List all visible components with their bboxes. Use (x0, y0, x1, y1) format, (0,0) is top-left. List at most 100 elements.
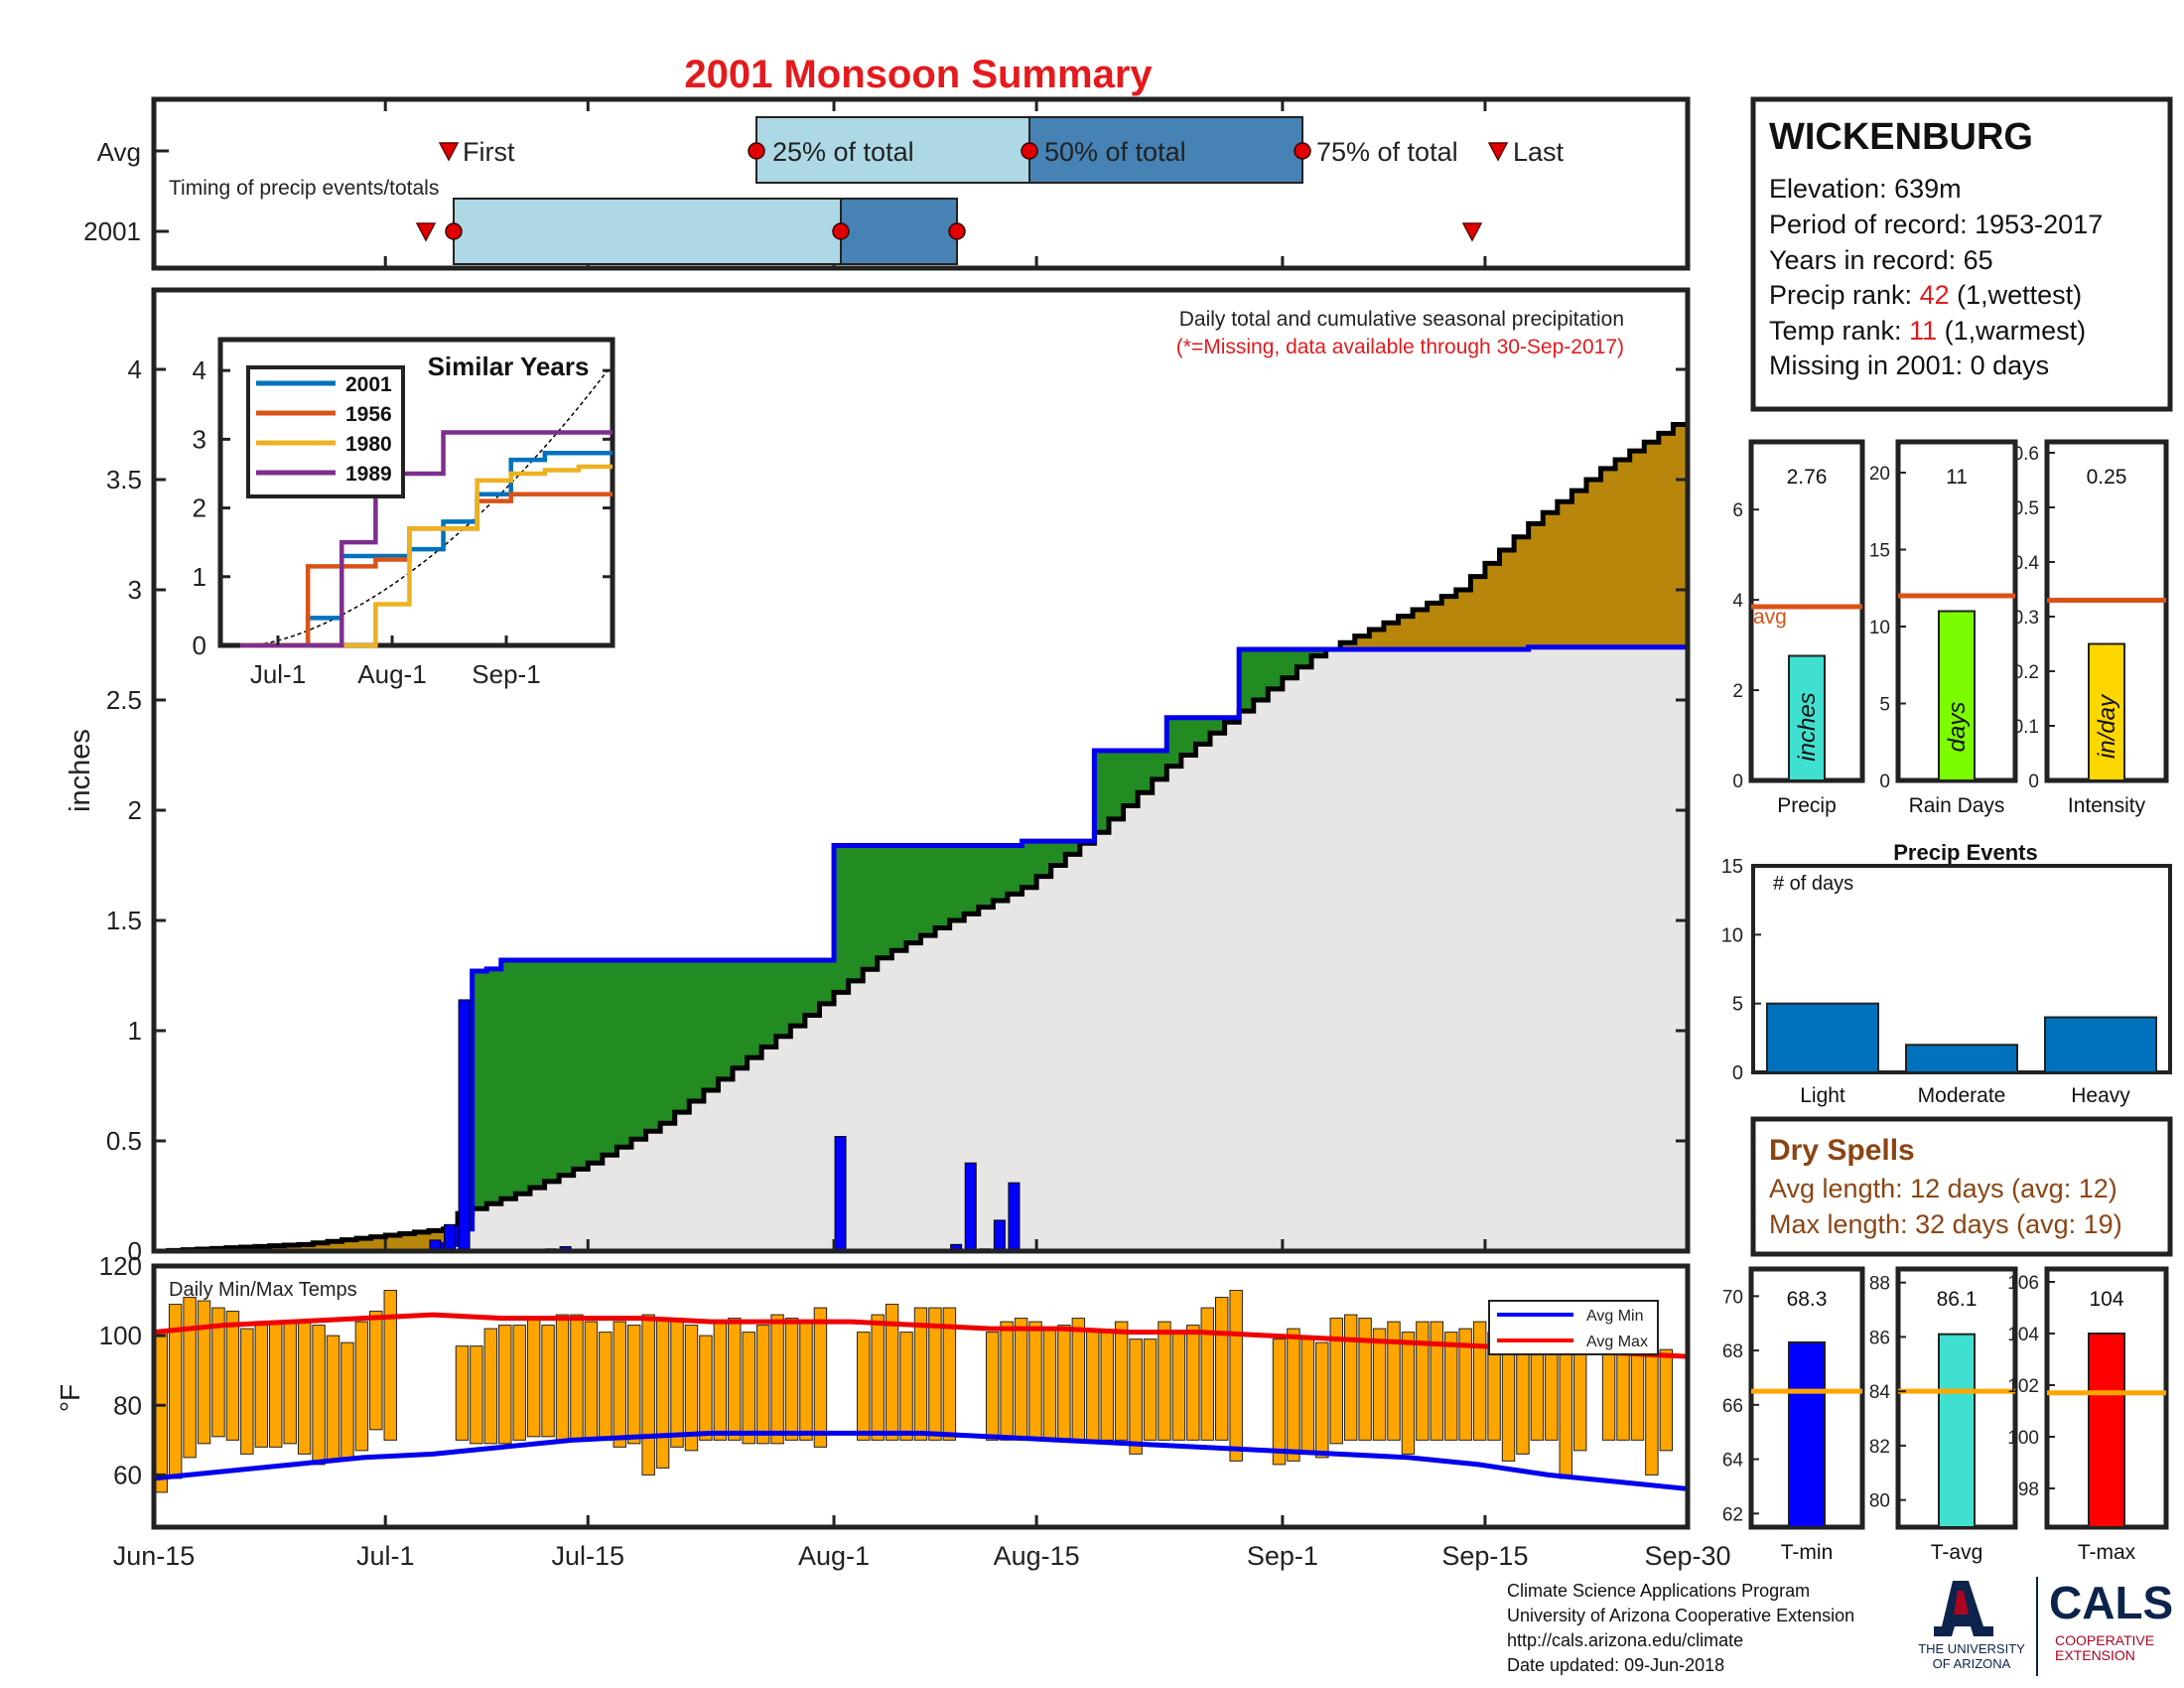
daily-precip-bar (834, 1136, 847, 1252)
temps-panel: 60 80 100 120 Daily Min/Max Temps °F Avg Mi… (55, 1239, 1731, 1571)
temp-stats-panel: 68.3 T-min 62 64 66 68 70 86.1 T-avg 80 82 84 86 88 10… (1722, 1266, 2169, 1564)
above-avg-segment (602, 959, 618, 1156)
events-bar-moderate (1905, 1044, 2018, 1074)
main-ytick-label: 2 (128, 795, 142, 825)
raindays-ytick-label: 15 (1869, 541, 1890, 562)
timing-marker-75: 75% of total (1316, 137, 1458, 167)
daily-temp-bar (1300, 1338, 1315, 1455)
timing-dot-marker (948, 222, 966, 240)
avg-cumulative-line (154, 400, 1691, 1254)
temps-ytick-label: 80 (113, 1390, 142, 1420)
daily-temp-bar (728, 1318, 742, 1441)
daily-temp-bar (670, 1318, 684, 1448)
above-avg-segment (1050, 841, 1066, 866)
chart-title: 2001 Monsoon Summary (684, 53, 1153, 96)
events-bar-light (1766, 1002, 1879, 1074)
below-avg-segment (356, 1238, 372, 1251)
above-avg-segment (848, 845, 864, 981)
daily-temp-bar (512, 1325, 526, 1441)
temps-ytick-label: 60 (113, 1460, 142, 1489)
raindays-ytick-label: 20 (1869, 464, 1890, 485)
daily-temp-bar (613, 1321, 626, 1448)
daily-temp-bar (1272, 1338, 1287, 1466)
events-title: Precip Events (1893, 840, 2038, 865)
above-avg-segment (761, 959, 777, 1048)
events-xlabel: Heavy (2071, 1084, 2130, 1107)
below-avg-segment (269, 1245, 285, 1251)
below-avg-segment (1413, 609, 1429, 649)
inset-legend-label: 1956 (345, 403, 392, 426)
xtick-label: Sep-30 (1644, 1541, 1730, 1571)
daily-temp-bar (871, 1314, 885, 1441)
tmax-ytick-label: 100 (2007, 1428, 2039, 1449)
daily-temp-bar (1416, 1321, 1430, 1441)
events-bar-heavy (2044, 1016, 2157, 1073)
tavg-bar (1938, 1333, 1976, 1528)
precip-xlabel: Precip (1777, 794, 1837, 817)
precip-ytick-label: 0 (1732, 772, 1743, 792)
avg-min-line (153, 1430, 1689, 1491)
precip-ytick-label: 6 (1732, 500, 1743, 521)
tmin-xlabel: T-min (1781, 1541, 1834, 1564)
daily-temp-bar (354, 1321, 369, 1452)
timing-dot-marker (748, 142, 765, 160)
daily-temp-bar (913, 1307, 928, 1441)
station-name: WICKENBURG (1769, 116, 2033, 158)
inset-legend-label: 1980 (345, 433, 392, 456)
daily-temp-bar (555, 1314, 570, 1441)
station-precip-rank: Precip rank: 42 (1,wettest) (1769, 280, 2082, 310)
footer-line3: http://cals.arizona.edu/climate (1507, 1630, 1743, 1650)
daily-temp-bar (1659, 1348, 1674, 1452)
below-avg-segment (1499, 550, 1515, 649)
tmin-ytick-label: 66 (1722, 1396, 1743, 1417)
xtick-label: Sep-1 (1247, 1541, 1318, 1571)
daily-temp-bar (326, 1335, 341, 1462)
yr-q2-box (840, 198, 958, 265)
above-avg-segment (1253, 648, 1269, 700)
main-note: Daily total and cumulative seasonal prec… (1179, 308, 1624, 331)
legend-avg-min: Avg Min (1586, 1308, 1644, 1325)
inset-ytick-label: 0 (193, 631, 206, 660)
events-ytick-label: 0 (1732, 1062, 1743, 1084)
inset-series-1989 (240, 430, 613, 648)
below-avg-segment (1484, 563, 1501, 649)
timing-row-avg: Avg (97, 137, 141, 167)
daily-temp-bar (1100, 1332, 1114, 1441)
timing-dot-marker (1294, 142, 1311, 160)
above-avg-segment (1152, 751, 1167, 779)
inset-legend-label: 2001 (345, 373, 392, 396)
intensity-ytick-label: 0.5 (2013, 498, 2039, 519)
precip-unit: inches (1794, 692, 1821, 761)
yr-q1-box (453, 198, 842, 265)
daily-temp-bar (254, 1325, 269, 1448)
daily-temp-bar (211, 1307, 225, 1438)
daily-precip-bar (1008, 1182, 1021, 1252)
temps-ylabel: °F (55, 1384, 85, 1412)
daily-temp-bar (455, 1345, 470, 1441)
below-avg-segment (1470, 576, 1486, 649)
intensity-ytick-label: 0.6 (2013, 444, 2039, 465)
daily-temp-bar (1387, 1321, 1401, 1441)
daily-precip-bar (993, 1219, 1006, 1252)
events-ylabel: # of days (1773, 873, 1853, 895)
below-avg-segment (1455, 590, 1471, 649)
daily-temp-bar (1028, 1321, 1042, 1441)
timing-dot-marker (445, 222, 463, 240)
timing-panel: Avg 2001 Timing of precip events/totals … (83, 96, 1691, 271)
above-avg-segment (674, 959, 690, 1113)
daily-temp-bar (1000, 1321, 1014, 1441)
below-avg-segment (1571, 491, 1587, 647)
above-avg-segment (630, 959, 647, 1140)
daily-temp-bar (599, 1332, 613, 1441)
below-avg-segment (341, 1239, 357, 1251)
above-avg-segment (935, 845, 951, 928)
inset-ytick-label: 3 (193, 424, 206, 454)
daily-temp-bar (1114, 1321, 1129, 1441)
temps-ytick-label: 100 (99, 1321, 142, 1350)
above-avg-segment (718, 959, 734, 1079)
xtick-label: Jun-15 (113, 1541, 196, 1571)
cals-line1: COOPERATIVE (2055, 1632, 2154, 1648)
above-avg-segment (804, 959, 821, 1016)
daily-temp-bar (470, 1345, 483, 1445)
daily-temp-bar (755, 1325, 770, 1445)
